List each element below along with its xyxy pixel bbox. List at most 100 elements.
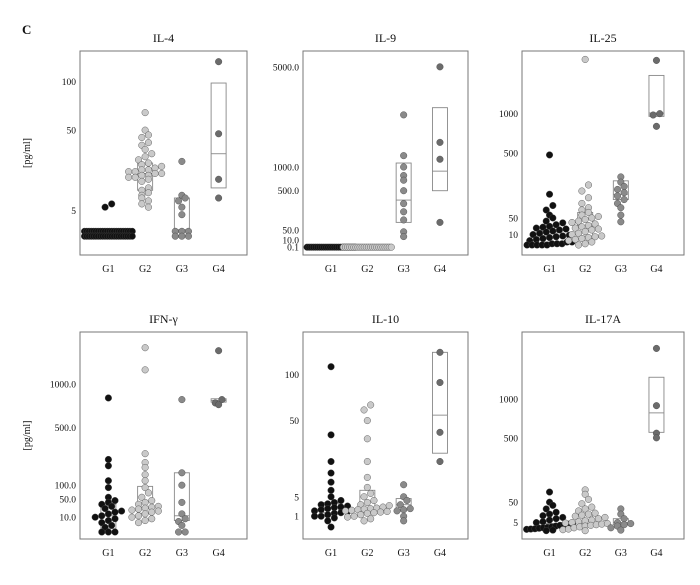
data-point bbox=[337, 496, 345, 504]
data-point bbox=[131, 173, 139, 181]
plot-frame bbox=[521, 50, 685, 256]
data-point bbox=[542, 505, 550, 513]
data-point bbox=[584, 495, 592, 503]
data-point bbox=[111, 515, 119, 523]
data-point bbox=[436, 458, 444, 466]
data-point bbox=[539, 234, 547, 242]
y-tick-label: 500 bbox=[504, 434, 519, 444]
data-point bbox=[549, 227, 557, 235]
data-point bbox=[363, 483, 371, 491]
data-point bbox=[400, 200, 408, 208]
data-point bbox=[578, 223, 586, 231]
data-point bbox=[584, 208, 592, 216]
x-tick-label: G2 bbox=[579, 264, 591, 275]
data-point bbox=[617, 218, 625, 226]
data-point bbox=[549, 501, 557, 509]
data-point bbox=[104, 528, 112, 536]
data-point bbox=[101, 505, 109, 513]
data-point bbox=[400, 481, 408, 489]
data-point bbox=[620, 182, 628, 190]
data-point bbox=[141, 471, 149, 479]
data-point bbox=[578, 511, 586, 519]
data-point bbox=[568, 219, 576, 227]
y-tick-label: 50 bbox=[67, 127, 77, 137]
data-point bbox=[575, 217, 583, 225]
data-point bbox=[144, 175, 152, 183]
data-point bbox=[581, 527, 589, 535]
data-point bbox=[436, 138, 444, 146]
iqr-box bbox=[648, 74, 665, 117]
data-point bbox=[400, 506, 408, 514]
data-point bbox=[218, 396, 226, 404]
y-tick-label: 100 bbox=[285, 371, 300, 381]
data-point bbox=[591, 509, 599, 517]
data-point bbox=[575, 241, 583, 249]
data-point bbox=[330, 514, 338, 522]
panel-title: IL-9 bbox=[375, 31, 396, 45]
x-tick-label: G3 bbox=[615, 264, 627, 275]
data-point bbox=[594, 212, 602, 220]
data-point bbox=[324, 505, 332, 513]
x-tick-label: G3 bbox=[176, 548, 188, 559]
data-point bbox=[588, 503, 596, 511]
y-axis-label: [pg/ml] bbox=[22, 421, 33, 451]
x-tick-label: G4 bbox=[212, 548, 224, 559]
data-point bbox=[154, 507, 162, 515]
data-point bbox=[549, 202, 557, 210]
y-tick-label: 10.0 bbox=[59, 514, 76, 524]
data-point bbox=[546, 510, 554, 518]
data-point bbox=[327, 458, 335, 466]
y-tick-label: 1 bbox=[294, 513, 299, 523]
data-point bbox=[617, 211, 625, 219]
data-point bbox=[118, 507, 126, 515]
data-point bbox=[363, 458, 371, 466]
data-point bbox=[138, 200, 146, 208]
data-point bbox=[385, 502, 393, 510]
y-tick-label: 5 bbox=[294, 493, 299, 503]
data-point bbox=[542, 527, 550, 535]
chart-panel: IL-9 0.110.050.0 500.0 1000.0 5000.0 G1 G2 G3 G4 bbox=[273, 31, 469, 275]
data-point bbox=[148, 508, 156, 516]
y-tick-label: 50.0 bbox=[282, 226, 299, 236]
data-point bbox=[627, 520, 635, 528]
data-point bbox=[178, 396, 186, 404]
data-point bbox=[341, 507, 349, 515]
data-point bbox=[552, 508, 560, 516]
iqr-box bbox=[432, 107, 448, 192]
data-point bbox=[403, 496, 411, 504]
data-point bbox=[141, 126, 149, 134]
data-point bbox=[363, 473, 371, 481]
data-point bbox=[436, 428, 444, 436]
plot-frame bbox=[79, 50, 248, 256]
data-point bbox=[148, 515, 156, 523]
plot-frame bbox=[302, 331, 469, 540]
data-point bbox=[104, 484, 112, 492]
x-tick-label: G4 bbox=[434, 548, 446, 559]
data-point bbox=[108, 502, 116, 510]
panel-title: IL-10 bbox=[372, 312, 399, 326]
data-point bbox=[400, 176, 408, 184]
data-point bbox=[144, 159, 152, 167]
data-point bbox=[546, 234, 554, 242]
data-point bbox=[138, 133, 146, 141]
data-point bbox=[575, 229, 583, 237]
data-point bbox=[620, 515, 628, 523]
data-point bbox=[141, 109, 149, 117]
data-point bbox=[620, 196, 628, 204]
plot-frame bbox=[79, 331, 248, 540]
data-point bbox=[546, 190, 554, 198]
data-point bbox=[552, 233, 560, 241]
data-point bbox=[158, 162, 166, 170]
data-point bbox=[327, 431, 335, 439]
chart-panel: IL-17A 5 50 500 1000 G1 G2 G3 G4 bbox=[499, 312, 685, 559]
data-point bbox=[178, 498, 186, 506]
data-point bbox=[138, 194, 146, 202]
data-point bbox=[555, 226, 563, 234]
data-point bbox=[436, 379, 444, 387]
y-tick-label: 500.0 bbox=[55, 424, 77, 434]
panel-title: IL-4 bbox=[153, 31, 174, 45]
data-point bbox=[387, 243, 395, 251]
data-point bbox=[178, 481, 186, 489]
data-point bbox=[581, 490, 589, 498]
